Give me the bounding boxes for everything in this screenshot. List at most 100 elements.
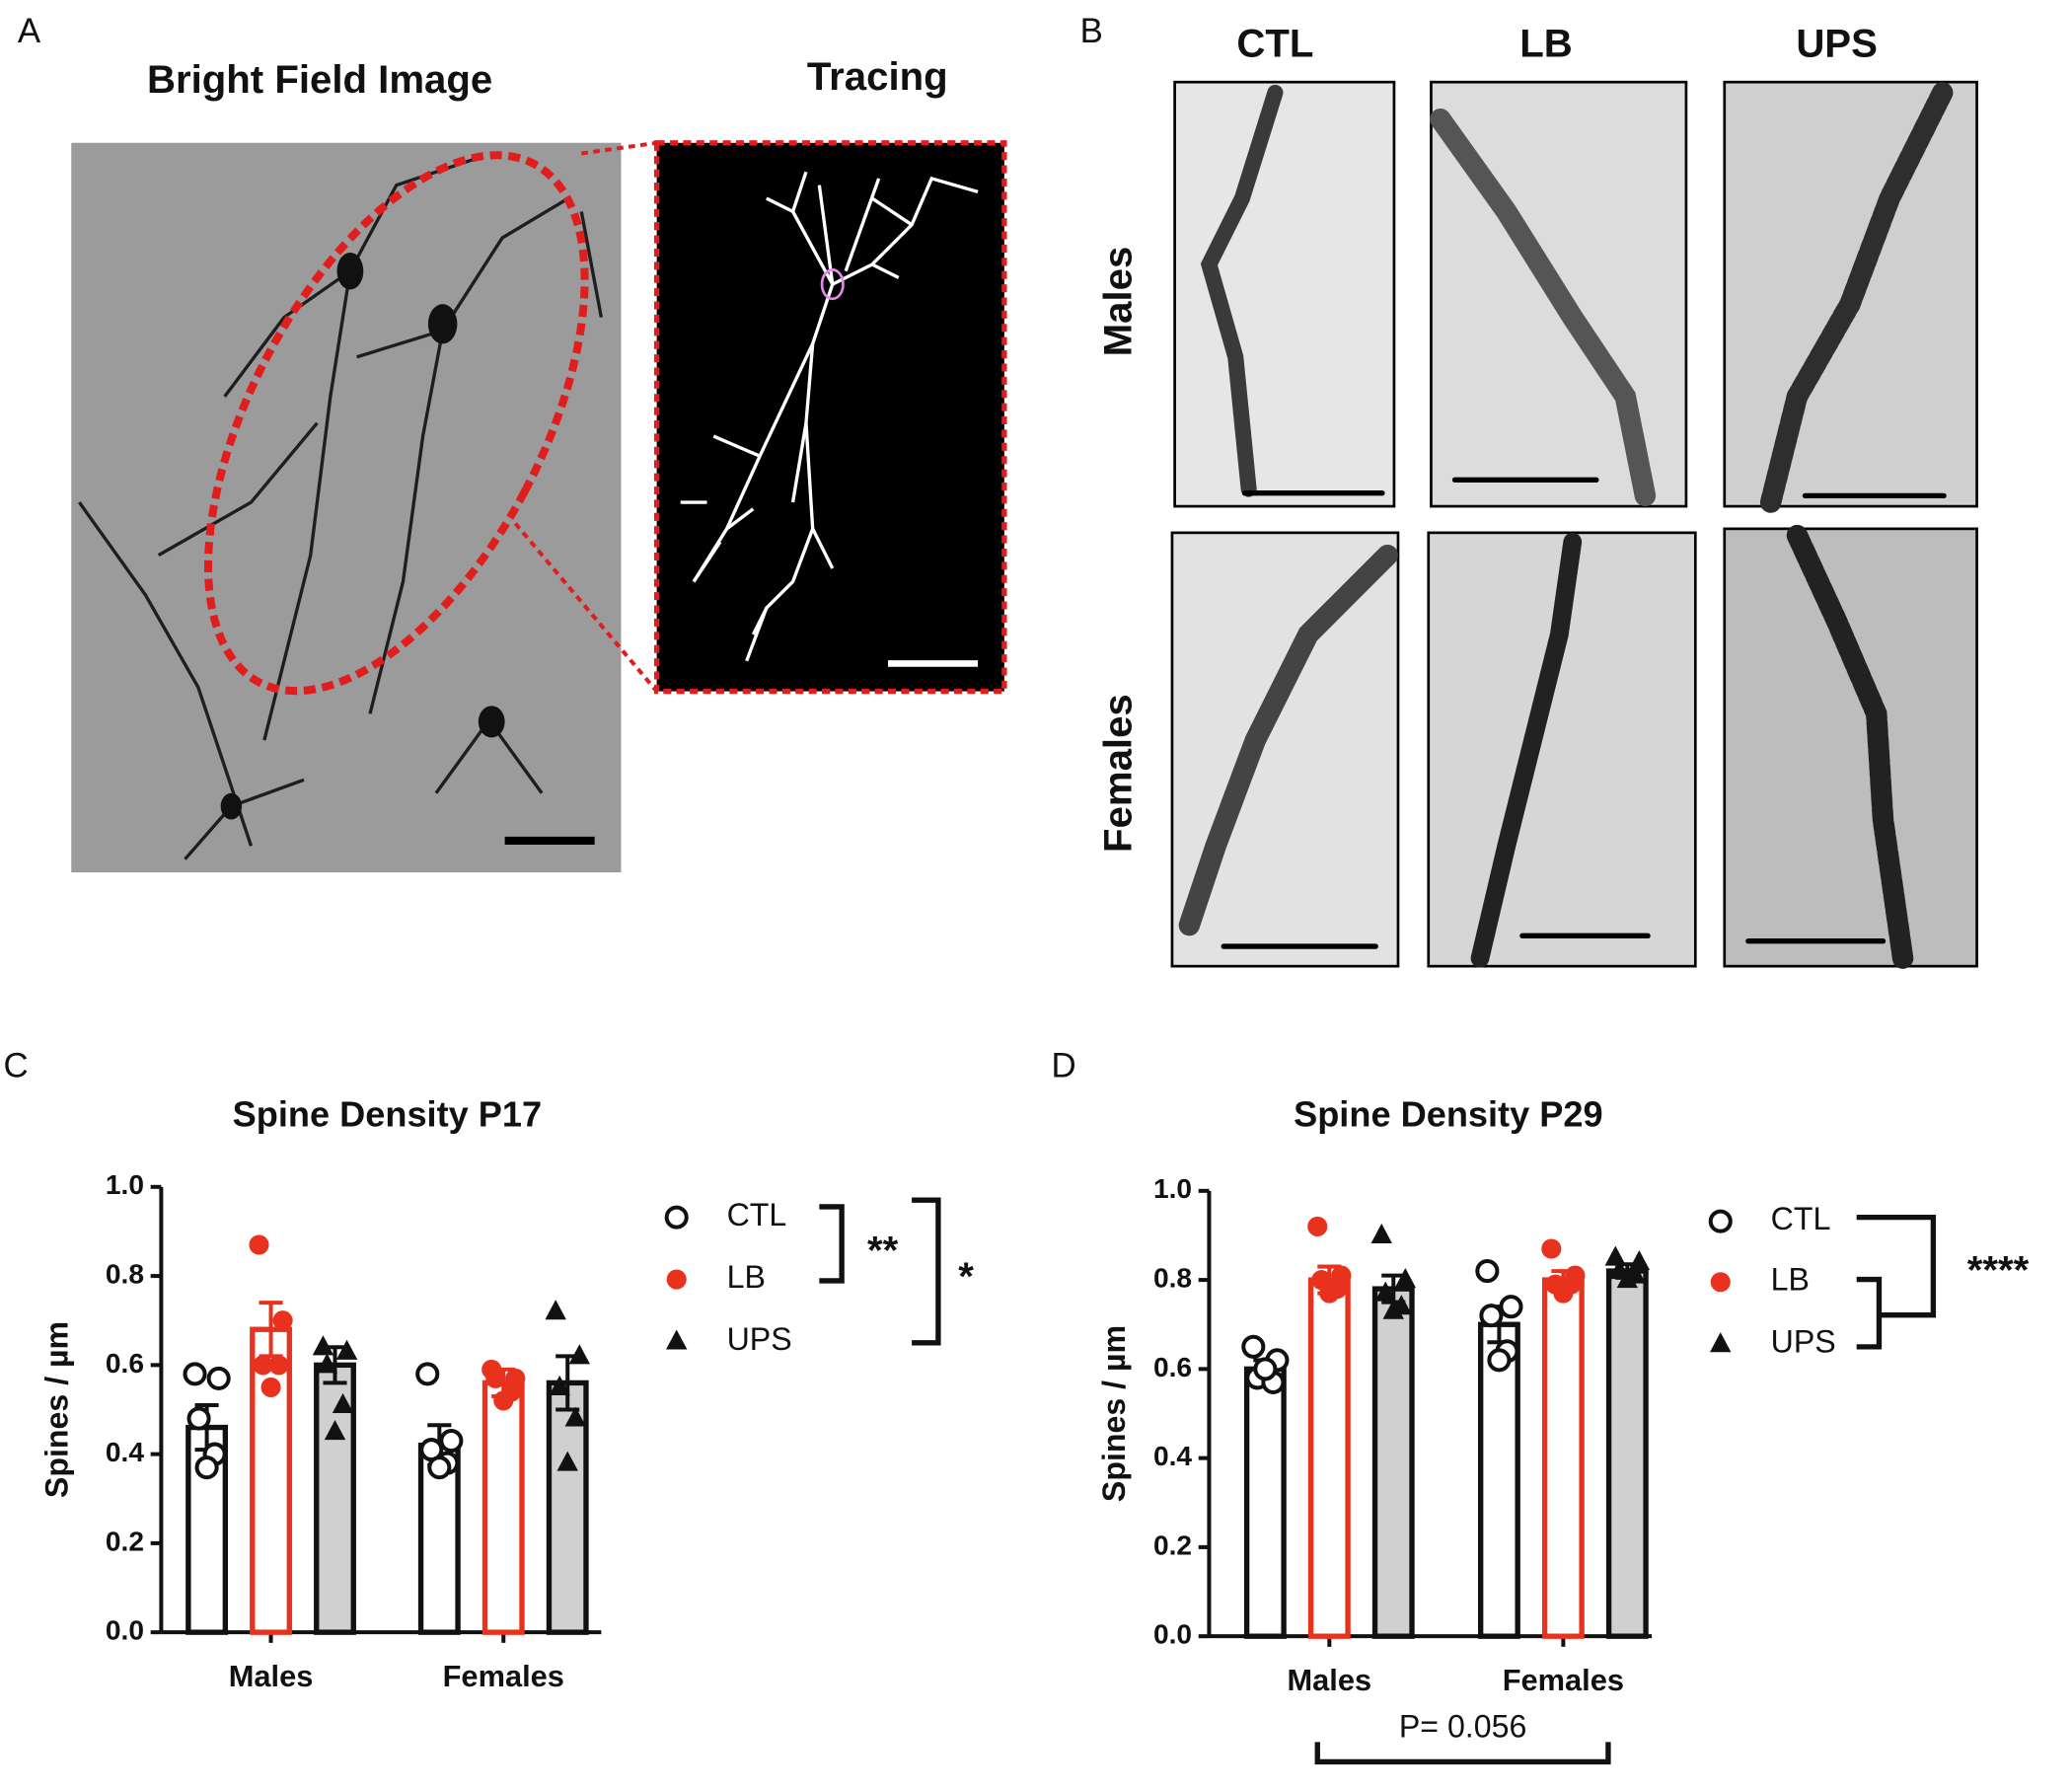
y-tick-label: 0.2: [1153, 1530, 1192, 1560]
data-point: [1499, 1295, 1523, 1319]
data-point: [206, 1366, 231, 1390]
data-point: [253, 1355, 273, 1376]
data-point: [194, 1455, 219, 1480]
data-point: [493, 1390, 514, 1411]
legend-label: UPS: [1771, 1324, 1836, 1360]
data-point: [332, 1392, 354, 1414]
bar: [1477, 1321, 1520, 1639]
y-axis-label: Spines / µm: [1096, 1325, 1132, 1502]
data-point: [1616, 1268, 1639, 1289]
data-point: [439, 1429, 464, 1454]
panel-label: D: [1052, 1046, 1076, 1084]
y-axis-label: Spines / µm: [39, 1321, 75, 1498]
data-point: [545, 1300, 566, 1320]
data-point: [335, 1339, 358, 1360]
data-point: [268, 1355, 289, 1376]
y-tick-label: 0.0: [1153, 1619, 1192, 1650]
data-point: [183, 1362, 207, 1386]
x-tick-label: Males: [229, 1659, 314, 1693]
column-label: CTL: [1236, 22, 1313, 66]
bar: [1605, 1268, 1649, 1639]
panel-label: B: [1080, 12, 1103, 50]
y-tick-label: 0.6: [1153, 1352, 1192, 1382]
x-tick-label: Males: [1288, 1663, 1372, 1697]
data-point: [260, 1377, 281, 1397]
data-point: [427, 1455, 452, 1480]
significance: *: [958, 1254, 974, 1299]
bar: [1371, 1286, 1415, 1639]
column-label: UPS: [1796, 22, 1878, 66]
data-point: [1710, 1332, 1732, 1353]
data-point: [1382, 1299, 1404, 1319]
row-label: Females: [1095, 694, 1140, 853]
data-point: [1319, 1283, 1340, 1304]
y-tick-label: 1.0: [1153, 1173, 1192, 1204]
data-point: [564, 1406, 586, 1427]
data-point: [324, 1419, 346, 1441]
legend-label: UPS: [727, 1321, 792, 1357]
bar: [481, 1380, 525, 1635]
row-label: Males: [1095, 247, 1140, 357]
legend-label: LB: [1771, 1262, 1810, 1298]
y-tick-label: 0.0: [106, 1615, 144, 1646]
column-label: LB: [1519, 22, 1573, 66]
y-tick-label: 0.2: [106, 1526, 144, 1556]
tracing-image: [653, 140, 1007, 695]
data-point: [485, 1368, 506, 1388]
data-point: [1253, 1357, 1278, 1381]
y-tick-label: 0.8: [106, 1259, 144, 1290]
data-point: [312, 1335, 334, 1356]
panel-label: C: [4, 1046, 29, 1084]
data-point: [556, 1451, 578, 1471]
y-tick-label: 1.0: [106, 1169, 144, 1200]
data-point: [1394, 1268, 1417, 1289]
y-tick-label: 0.8: [1153, 1263, 1192, 1294]
bar: [1243, 1366, 1287, 1639]
data-point: [1628, 1249, 1651, 1271]
data-point: [272, 1310, 293, 1331]
data-point: [186, 1406, 211, 1431]
data-point: [249, 1234, 269, 1255]
chart-title: Spine Density P17: [233, 1093, 542, 1134]
data-point: [1475, 1259, 1500, 1284]
data-point: [1307, 1216, 1328, 1236]
significance-brackets: [819, 1197, 1937, 1765]
data-point: [664, 1205, 689, 1230]
y-tick-label: 0.4: [1153, 1441, 1192, 1471]
significance: **: [867, 1228, 899, 1272]
y-tick-label: 0.4: [106, 1437, 144, 1467]
data-point: [1370, 1223, 1392, 1243]
data-point: [1604, 1245, 1626, 1266]
bar: [1307, 1277, 1351, 1639]
data-point: [316, 1353, 338, 1374]
data-point: [666, 1269, 687, 1290]
panel-label: A: [18, 12, 41, 50]
data-point: [549, 1375, 570, 1395]
data-point: [666, 1329, 688, 1350]
data-point: [1241, 1334, 1266, 1359]
data-point: [415, 1362, 440, 1386]
legend-label: CTL: [1771, 1201, 1831, 1236]
x-tick-label: Females: [443, 1659, 564, 1693]
data-point: [1553, 1283, 1574, 1304]
data-point: [1374, 1281, 1396, 1302]
bar: [1541, 1277, 1585, 1639]
data-point: [568, 1344, 590, 1365]
legend-label: LB: [727, 1259, 766, 1295]
bright-field-image: [71, 140, 659, 873]
dendrite-images: [1170, 80, 1978, 969]
data-point: [1487, 1348, 1512, 1373]
p-value: P= 0.056: [1399, 1708, 1527, 1744]
bar: [250, 1326, 292, 1635]
data-point: [1710, 1272, 1731, 1293]
legend-label: CTL: [727, 1197, 787, 1232]
chart-title: Spine Density P29: [1294, 1093, 1602, 1134]
image-title: Tracing: [807, 54, 948, 99]
significance: ****: [1967, 1247, 2030, 1292]
x-tick-label: Females: [1503, 1663, 1624, 1697]
data-point: [1479, 1304, 1504, 1328]
data-point: [1541, 1238, 1562, 1259]
data-point: [1708, 1209, 1733, 1233]
image-title: Bright Field Image: [147, 57, 492, 102]
